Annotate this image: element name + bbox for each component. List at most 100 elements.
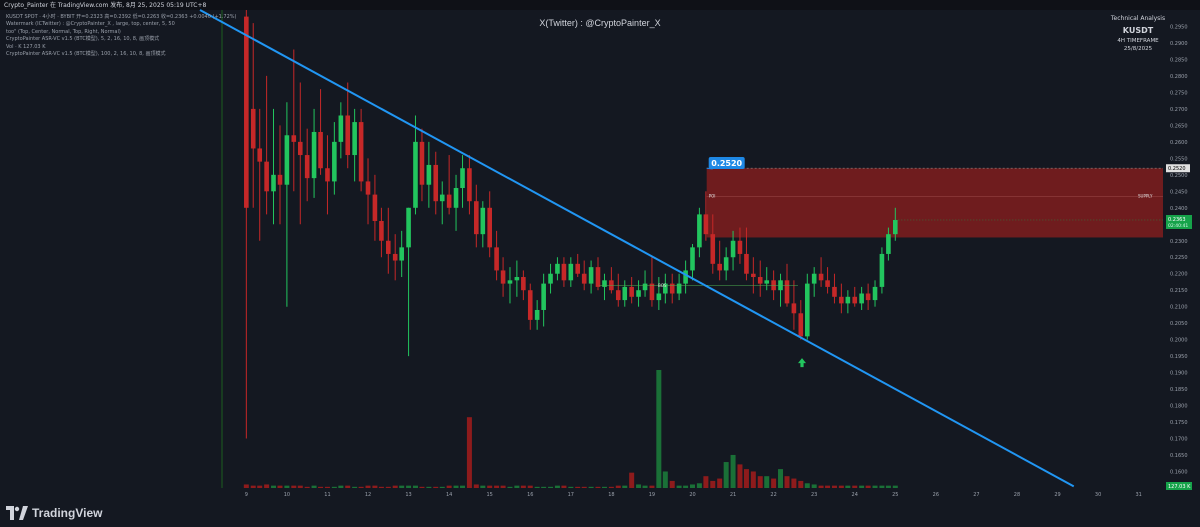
supply-zone-rect bbox=[706, 168, 1163, 238]
analysis-title: Technical Analysis bbox=[1110, 15, 1166, 22]
level-price-text: 0.2520 bbox=[1168, 166, 1186, 172]
volume-bar bbox=[629, 472, 635, 488]
candle-body bbox=[818, 273, 824, 281]
volume-bar bbox=[419, 486, 425, 488]
volume-bar bbox=[771, 478, 777, 488]
volume-bar bbox=[453, 485, 459, 488]
y-tick-label: 0.2000 bbox=[1170, 338, 1188, 344]
x-tick-label: 30 bbox=[1095, 492, 1101, 498]
volume-bar bbox=[548, 486, 554, 488]
candle-body bbox=[474, 201, 479, 235]
candle-body bbox=[332, 141, 337, 182]
y-tick-label: 0.1700 bbox=[1170, 437, 1188, 443]
volume-bar bbox=[811, 484, 817, 488]
volume-bar bbox=[818, 485, 824, 488]
volume-bar bbox=[466, 417, 472, 488]
legend-watermark-line[interactable]: Watermark (ICTwitter) : @CryptoPainter_X… bbox=[6, 21, 175, 28]
candle-body bbox=[865, 293, 871, 301]
volume-bar bbox=[642, 485, 648, 488]
candle-body bbox=[764, 280, 770, 284]
candle-body bbox=[460, 168, 465, 189]
volume-bar bbox=[345, 485, 351, 488]
price-axis: 0.2950 0.2900 0.2850 0.2800 0.2750 0.2700 0.26… bbox=[1166, 24, 1192, 490]
legend-volume-line[interactable]: Vol · K 127.03 K bbox=[6, 43, 46, 50]
candle-body bbox=[669, 283, 675, 294]
candle-body bbox=[555, 263, 560, 274]
y-tick-label: 0.2950 bbox=[1170, 24, 1188, 30]
candle-body bbox=[487, 207, 492, 248]
candle-body bbox=[859, 293, 864, 304]
volume-bar bbox=[737, 464, 743, 488]
legend-too-line[interactable]: too" (Top, Center, Normal, Top, Right, N… bbox=[6, 28, 121, 35]
volume-bar bbox=[277, 485, 283, 488]
candle-body bbox=[629, 286, 634, 297]
volume-bar bbox=[859, 485, 865, 488]
volume-bar bbox=[250, 485, 256, 488]
candle-body bbox=[845, 296, 851, 304]
candle-body bbox=[703, 214, 709, 235]
candle-body bbox=[284, 135, 290, 185]
candle-body bbox=[541, 283, 546, 310]
y-tick-label: 0.2800 bbox=[1170, 74, 1188, 80]
volume-bar bbox=[622, 485, 628, 488]
volume-bar bbox=[426, 486, 432, 488]
volume-bar bbox=[649, 485, 655, 488]
y-tick-label: 0.2100 bbox=[1170, 305, 1188, 311]
y-tick-label: 0.2700 bbox=[1170, 107, 1188, 113]
tradingview-brand[interactable]: TradingView bbox=[6, 506, 102, 520]
volume-bar bbox=[378, 486, 384, 488]
volume-bar bbox=[838, 485, 844, 488]
candle-body bbox=[893, 219, 898, 235]
y-tick-label: 0.2600 bbox=[1170, 140, 1188, 146]
volume-bar bbox=[338, 485, 344, 488]
volume-bar bbox=[311, 485, 317, 488]
x-tick-label: 21 bbox=[730, 492, 736, 498]
candle-body bbox=[311, 131, 317, 179]
time-axis-background bbox=[0, 488, 1163, 500]
volume-bar bbox=[865, 485, 871, 488]
brand-name: TradingView bbox=[32, 506, 103, 520]
candle-body bbox=[446, 194, 452, 208]
candle-body bbox=[257, 148, 263, 162]
current-price-text: 0.2363 bbox=[1168, 217, 1186, 223]
volume-bar bbox=[534, 486, 540, 488]
volume-bar bbox=[494, 485, 500, 488]
candle-body bbox=[656, 293, 662, 301]
x-tick-label: 20 bbox=[689, 492, 695, 498]
candle-body bbox=[723, 257, 729, 271]
volume-bar bbox=[385, 486, 391, 488]
candle-body bbox=[872, 286, 878, 301]
supply-zone: POI SUPPLY bbox=[706, 167, 1163, 238]
volume-bar bbox=[595, 486, 601, 488]
candle-body bbox=[879, 253, 885, 287]
price-axis-background bbox=[1163, 10, 1200, 500]
candle-body bbox=[642, 283, 648, 291]
y-tick-label: 0.2150 bbox=[1170, 288, 1188, 294]
volume-bar bbox=[710, 480, 716, 488]
candle-body bbox=[494, 247, 499, 271]
volume-bar bbox=[892, 485, 898, 488]
y-tick-label: 0.1800 bbox=[1170, 404, 1188, 410]
x-tick-label: 26 bbox=[933, 492, 939, 498]
analysis-date: 25/8/2025 bbox=[1123, 46, 1153, 52]
candle-body bbox=[527, 290, 533, 320]
legend-asr-line-2[interactable]: CryptoPainter ASR-VC v1.5 (BTC模型), 100, … bbox=[6, 51, 166, 58]
analysis-symbol: KUSDT bbox=[1122, 26, 1154, 35]
topbar-text: Crypto_Painter 在 TradingView.com 发布, 8月 … bbox=[4, 2, 207, 9]
candle-body bbox=[784, 280, 790, 304]
volume-tag-text: 127.03 K bbox=[1168, 484, 1191, 490]
candle-body bbox=[751, 273, 756, 278]
y-tick-label: 0.2300 bbox=[1170, 239, 1188, 245]
volume-bar bbox=[669, 480, 675, 488]
legend-asr-line[interactable]: CryptoPainter ASR-VC v1.5 (BTC模型), 5, 2,… bbox=[6, 36, 160, 43]
legend-symbol-line[interactable]: KUSDT SPOT · 4小时 · BYBIT 开=0.2323 高=0.23… bbox=[6, 14, 237, 20]
candle-body bbox=[439, 194, 445, 202]
candle-body bbox=[426, 164, 432, 185]
volume-bar bbox=[683, 485, 689, 488]
volume-bar bbox=[568, 486, 574, 488]
x-tick-label: 29 bbox=[1054, 492, 1060, 498]
candle-body bbox=[250, 108, 256, 149]
x-tick-label: 22 bbox=[770, 492, 776, 498]
candle-body bbox=[453, 188, 459, 208]
